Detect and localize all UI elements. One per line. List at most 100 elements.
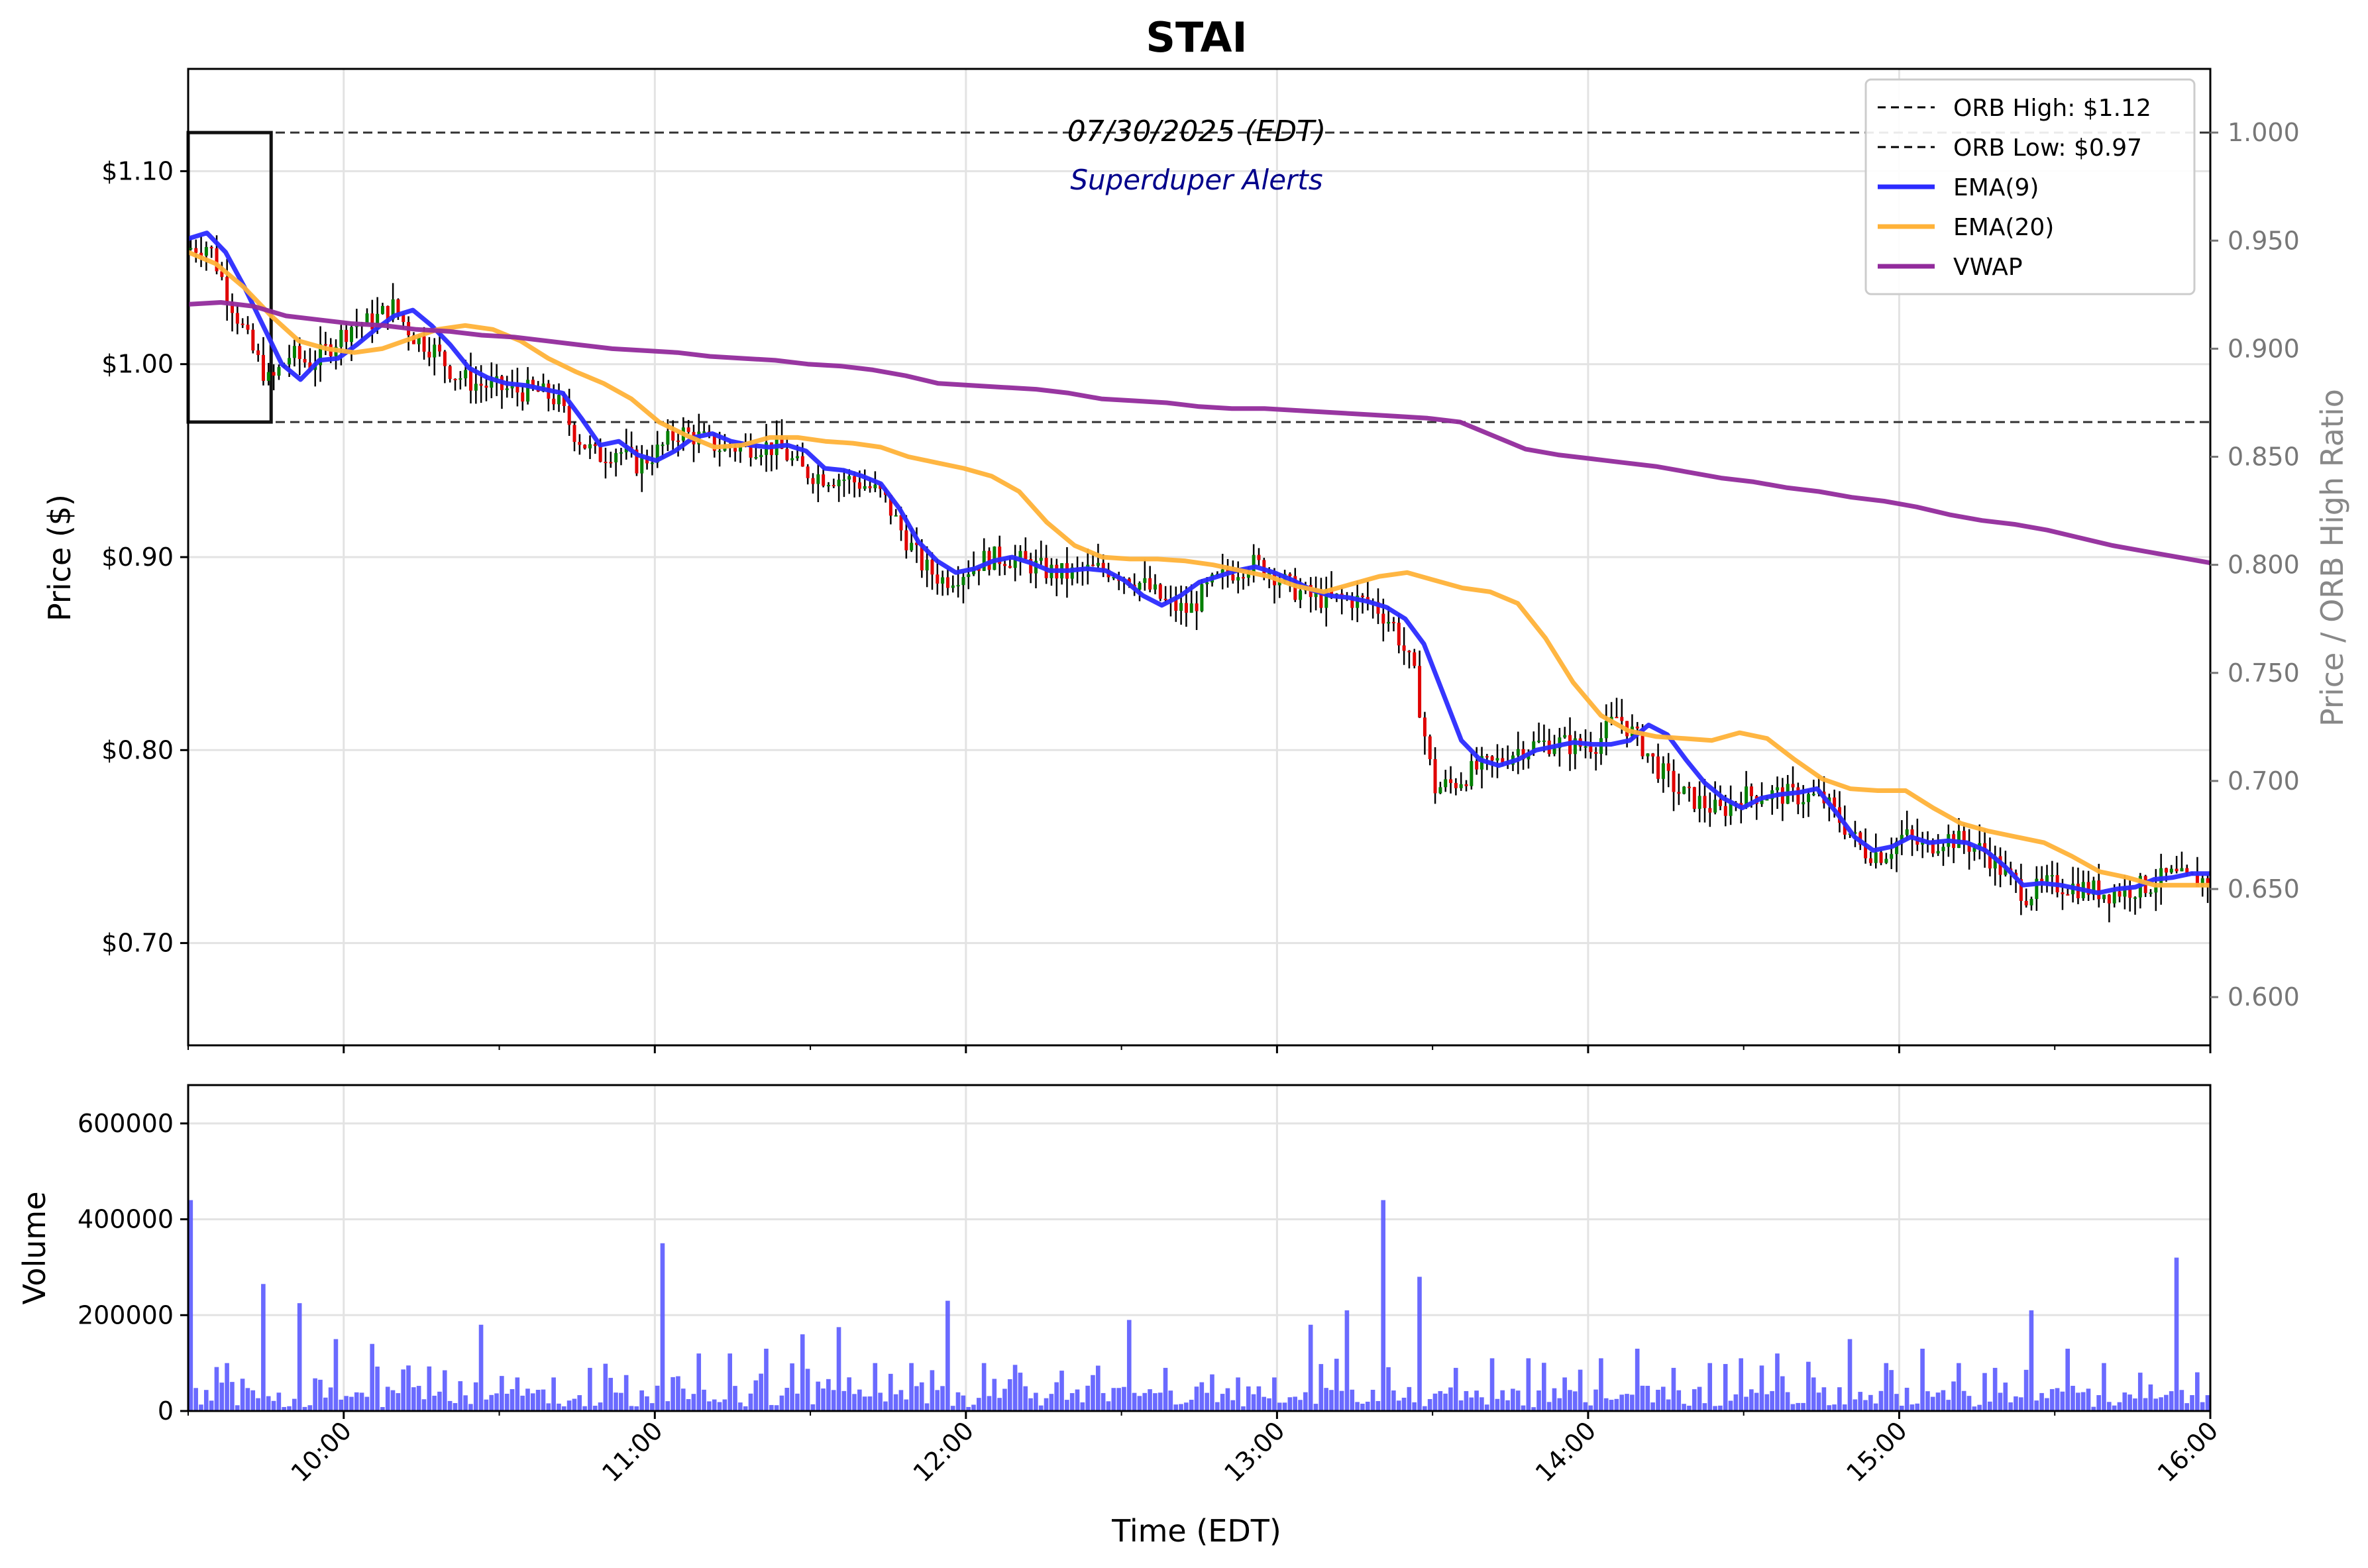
- candle-up: [650, 462, 654, 464]
- volume-bar: [307, 1405, 313, 1411]
- time-axis-label: Time (EDT): [1111, 1513, 1281, 1549]
- volume-bar: [489, 1394, 494, 1411]
- candle-down: [598, 446, 602, 462]
- volume-bar: [1308, 1324, 1313, 1411]
- candle-up: [380, 305, 384, 314]
- volume-bar: [1837, 1387, 1842, 1411]
- candle-down: [593, 444, 597, 446]
- volume-bar: [992, 1379, 997, 1411]
- volume-bar: [276, 1392, 282, 1411]
- candle-up: [1470, 760, 1474, 786]
- volume-bar: [1562, 1377, 1567, 1411]
- volume-bar: [1511, 1388, 1515, 1411]
- volume-bar: [1319, 1364, 1324, 1411]
- volume-bar: [1702, 1403, 1707, 1411]
- candle-down: [1475, 760, 1479, 770]
- volume-bar: [1241, 1406, 1246, 1411]
- candle-down: [572, 425, 576, 443]
- volume-bar: [1148, 1389, 1152, 1411]
- volume-bar: [966, 1406, 971, 1411]
- volume-bar: [313, 1378, 317, 1411]
- volume-bar: [1578, 1369, 1583, 1411]
- candle-up: [925, 559, 929, 571]
- volume-bar: [2133, 1398, 2137, 1411]
- volume-bar: [1059, 1371, 1064, 1411]
- volume-bar: [671, 1377, 675, 1411]
- volume-bar: [266, 1396, 271, 1411]
- candle-up: [391, 299, 395, 320]
- brand-annotation: Superduper Alerts: [1070, 164, 1322, 196]
- candle-down: [1330, 589, 1334, 596]
- volume-bar: [1935, 1392, 1941, 1411]
- volume-bar: [1168, 1390, 1173, 1411]
- candle-up: [1220, 569, 1224, 574]
- candle-up: [1189, 603, 1193, 613]
- volume-bar: [1671, 1367, 1676, 1411]
- volume-bar: [1692, 1389, 1697, 1411]
- volume-bar: [328, 1387, 333, 1411]
- candle-down: [515, 384, 519, 393]
- volume-bar: [1718, 1405, 1723, 1411]
- volume-bar: [955, 1392, 961, 1411]
- volume-bar: [1453, 1367, 1458, 1411]
- volume-bar: [1982, 1373, 1987, 1411]
- candle-down: [438, 344, 442, 352]
- volume-bar: [1946, 1400, 1951, 1411]
- candle-down: [998, 547, 1002, 564]
- candle-down: [1485, 756, 1489, 758]
- candle-up: [1495, 758, 1499, 760]
- volume-bar: [318, 1379, 323, 1411]
- volume-bar: [702, 1389, 706, 1411]
- legend-label: VWAP: [1953, 254, 2023, 281]
- volume-bar: [230, 1382, 235, 1411]
- candle-down: [1656, 756, 1660, 779]
- volume-bar: [1038, 1405, 1044, 1411]
- volume-bar: [2039, 1392, 2044, 1411]
- volume-bar: [1365, 1401, 1370, 1411]
- candle-up: [339, 330, 343, 347]
- volume-bar: [1023, 1386, 1028, 1411]
- volume-bar: [1080, 1402, 1085, 1411]
- volume-bar: [416, 1386, 421, 1411]
- volume-bar: [2122, 1392, 2127, 1411]
- volume-bar: [1796, 1402, 1801, 1411]
- candle-down: [749, 443, 753, 458]
- volume-bar: [530, 1393, 535, 1411]
- volume-bar: [520, 1395, 525, 1411]
- candle-down: [1242, 577, 1246, 579]
- volume-bar: [1267, 1398, 1271, 1411]
- volume-bar: [2065, 1348, 2071, 1411]
- volume-bar: [1054, 1382, 1059, 1411]
- price-tick-label: $0.90: [101, 543, 174, 572]
- volume-bar: [1272, 1377, 1277, 1411]
- series-line-ema20: [187, 250, 2210, 888]
- volume-bar: [1423, 1406, 1427, 1411]
- volume-bar: [1707, 1363, 1713, 1411]
- volume-bar: [733, 1386, 737, 1411]
- candle-up: [1972, 847, 1976, 852]
- candle-down: [215, 248, 219, 272]
- candle-up: [702, 431, 706, 433]
- candle-down: [1381, 613, 1385, 624]
- volume-bar: [1153, 1393, 1157, 1411]
- candle-down: [2019, 879, 2023, 901]
- candle-down: [1988, 852, 1992, 869]
- candle-down: [1791, 784, 1795, 788]
- candle-up: [1905, 829, 1909, 835]
- volume-bar: [2106, 1402, 2112, 1411]
- legend-box: [1864, 78, 2196, 295]
- volume-bar: [898, 1390, 904, 1411]
- candle-down: [686, 427, 690, 433]
- volume-bar: [950, 1406, 955, 1411]
- candle-down: [235, 313, 239, 324]
- volume-bar: [2014, 1396, 2018, 1411]
- candle-down: [386, 305, 390, 320]
- volume-bar: [1682, 1404, 1686, 1411]
- volume-bar: [904, 1399, 909, 1411]
- volume-bar: [1992, 1367, 1998, 1411]
- volume-bar: [686, 1399, 691, 1411]
- volume-bar: [225, 1363, 229, 1411]
- candle-down: [1428, 736, 1432, 759]
- volume-bar: [847, 1377, 851, 1411]
- volume-bar: [1205, 1392, 1209, 1411]
